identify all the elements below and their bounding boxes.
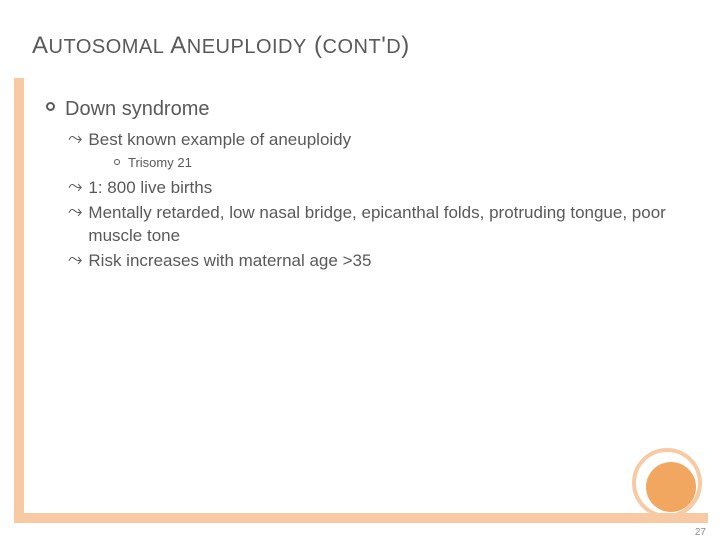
level2-text: 1: 800 live births bbox=[88, 177, 212, 200]
level1-text: Down syndrome bbox=[65, 96, 210, 123]
ring-bullet-icon bbox=[46, 102, 55, 111]
slide-body: Down syndrome ⤳ Best known example of an… bbox=[46, 96, 690, 275]
wave-bullet-icon: ⤳ bbox=[68, 250, 80, 268]
wave-bullet-icon: ⤳ bbox=[68, 202, 80, 220]
bullet-level2: ⤳ Risk increases with maternal age >35 bbox=[46, 250, 690, 273]
bullet-level2: ⤳ Mentally retarded, low nasal bridge, e… bbox=[46, 202, 690, 248]
level2-text: Mentally retarded, low nasal bridge, epi… bbox=[88, 202, 690, 248]
bullet-level3: Trisomy 21 bbox=[46, 154, 690, 172]
decoration-disc bbox=[646, 462, 696, 512]
slide-border-left bbox=[14, 78, 24, 523]
ring-bullet-icon bbox=[114, 159, 120, 165]
slide-title: AUTOSOMAL ANEUPLOIDY (CONT'D) bbox=[32, 32, 410, 60]
wave-bullet-icon: ⤳ bbox=[68, 177, 80, 195]
page-number: 27 bbox=[695, 527, 706, 538]
bullet-level2: ⤳ Best known example of aneuploidy bbox=[46, 129, 690, 152]
slide-border-bottom bbox=[14, 513, 708, 523]
wave-bullet-icon: ⤳ bbox=[68, 129, 80, 147]
level2-text: Best known example of aneuploidy bbox=[88, 129, 351, 152]
bullet-level2: ⤳ 1: 800 live births bbox=[46, 177, 690, 200]
level2-text: Risk increases with maternal age >35 bbox=[88, 250, 371, 273]
bullet-level1: Down syndrome bbox=[46, 96, 690, 123]
level3-text: Trisomy 21 bbox=[128, 154, 192, 172]
